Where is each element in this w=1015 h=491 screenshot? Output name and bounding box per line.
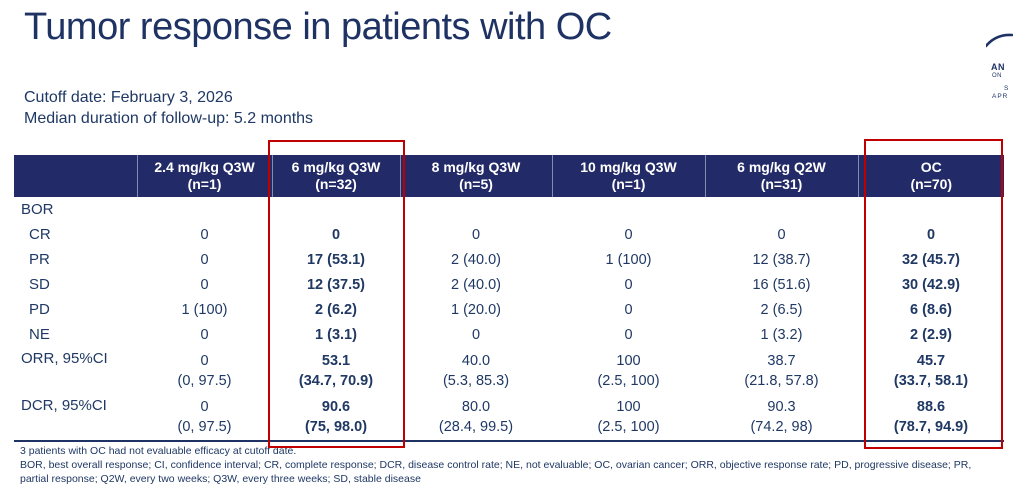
table-header-row: 2.4 mg/kg Q3W (n=1) 6 mg/kg Q3W (n=32) 8 mg/… (14, 155, 1004, 197)
table-row: ORR, 95%CI 0 (0, 97.5) 53.1 (34.7, 70.9) 40… (14, 347, 1004, 394)
table-row: BOR (14, 197, 1004, 222)
study-info: Cutoff date: February 3, 2026 Median dur… (24, 87, 313, 129)
column-header: 6 mg/kg Q3W (n=32) (271, 155, 400, 197)
cell: 16 (51.6) (752, 276, 811, 293)
cell: 0 (0, 97.5) (177, 352, 232, 389)
row-label: SD (29, 276, 50, 293)
cell: 12 (38.7) (752, 251, 811, 268)
cell: 0 (200, 276, 209, 293)
cutoff-date-line: Cutoff date: February 3, 2026 (24, 89, 233, 106)
slide-title: Tumor response in patients with OC (24, 6, 612, 48)
highlight-box-6mgkg-q3w-column (268, 140, 405, 448)
cell: 80.0 (28.4, 99.5) (438, 399, 514, 435)
cell: 1 (3.2) (760, 326, 803, 343)
row-label: NE (29, 326, 50, 343)
cell: 2 (40.0) (451, 276, 501, 293)
table-row: SD 0 12 (37.5) 2 (40.0) 0 16 (51.6) 30 (42.9) (14, 272, 1004, 297)
logo-text-fragment: ON (992, 73, 1002, 79)
cell: 17 (53.1) (306, 251, 366, 268)
column-header: 6 mg/kg Q2W (n=31) (704, 155, 858, 197)
cell: 1 (100) (605, 251, 652, 268)
cell: 53.1 (34.7, 70.9) (298, 352, 374, 389)
cell (137, 197, 272, 222)
cell: 0 (624, 301, 633, 318)
cell (400, 197, 552, 222)
table-row: PR 0 17 (53.1) 2 (40.0) 1 (100) 12 (38.7) 32 (… (14, 247, 1004, 272)
table-row: DCR, 95%CI 0 (0, 97.5) 90.6 (75, 98.0) 80.0… (14, 394, 1004, 441)
cell: 0 (926, 226, 936, 243)
cell: 45.7 (33.7, 58.1) (893, 352, 969, 389)
cell: 1 (100) (181, 301, 228, 318)
cell: 90.3 (74.2, 98) (750, 399, 813, 435)
footnote-abbreviations: BOR, best overall response; CI, confiden… (20, 458, 972, 485)
row-label: BOR (21, 201, 54, 218)
row-label: PD (29, 301, 50, 318)
cell: 100 (2.5, 100) (597, 399, 660, 435)
row-label: PR (29, 251, 50, 268)
cell: 0 (777, 226, 786, 243)
footnote-evaluable: 3 patients with OC had not evaluable eff… (20, 445, 297, 457)
cell: 0 (624, 326, 633, 343)
logo-text-fragment: AN (991, 62, 1005, 72)
cell: 0 (624, 226, 633, 243)
logo-swoosh-icon (986, 33, 1013, 48)
row-label: DCR, 95%CI (21, 397, 107, 414)
cell: 2 (6.2) (315, 301, 357, 318)
median-followup-line: Median duration of follow-up: 5.2 months (24, 110, 314, 127)
cell: 0 (624, 276, 633, 293)
cell: 38.7 (21.8, 57.8) (744, 352, 819, 389)
column-header: OC (n=70) (857, 155, 1004, 197)
cell: 1 (3.1) (315, 326, 357, 343)
cell: 40.0 (5.3, 85.3) (442, 352, 510, 389)
cell (552, 197, 705, 222)
highlight-box-oc-column (864, 139, 1003, 449)
logo-text-fragment: S (1004, 85, 1009, 92)
column-header: 10 mg/kg Q3W (n=1) (551, 155, 705, 197)
cell: 32 (45.7) (901, 251, 961, 268)
cell: 0 (471, 326, 481, 343)
cell: 0 (331, 226, 341, 243)
column-header: 2.4 mg/kg Q3W (n=1) (136, 155, 272, 197)
cell: 2 (2.9) (910, 326, 952, 343)
row-label: CR (29, 226, 51, 243)
tumor-response-table: 2.4 mg/kg Q3W (n=1) 6 mg/kg Q3W (n=32) 8 mg/… (14, 155, 1004, 442)
table-row: NE 0 1 (3.1) 0 0 1 (3.2) 2 (2.9) (14, 322, 1004, 347)
cell: 90.6 (75, 98.0) (304, 399, 368, 435)
cell: 100 (2.5, 100) (597, 352, 660, 389)
cell: 12 (37.5) (306, 276, 366, 293)
table-row: PD 1 (100) 2 (6.2) 1 (20.0) 0 2 (6.5) 6 (8.6) (14, 297, 1004, 322)
cell: 0 (200, 326, 209, 343)
column-header: 8 mg/kg Q3W (n=5) (399, 155, 552, 197)
corner-cell (14, 155, 137, 197)
cell: 0 (200, 226, 209, 243)
cell: 0 (200, 251, 209, 268)
cell: 30 (42.9) (901, 276, 961, 293)
conference-logo: AN ON S APR (984, 28, 1015, 108)
cell: 2 (6.5) (760, 301, 803, 318)
cell: 88.6 (78.7, 94.9) (893, 399, 969, 435)
cell: 0 (471, 226, 481, 243)
footnotes: 3 patients with OC had not evaluable eff… (20, 445, 985, 486)
cell: 0 (0, 97.5) (177, 399, 232, 435)
logo-text-fragment: APR (992, 93, 1009, 100)
row-label: ORR, 95%CI (21, 350, 108, 367)
table-row: CR 0 0 0 0 0 0 (14, 222, 1004, 247)
cell: 1 (20.0) (451, 301, 501, 318)
cell: 6 (8.6) (910, 301, 952, 318)
cell: 2 (40.0) (451, 251, 501, 268)
cell (705, 197, 858, 222)
